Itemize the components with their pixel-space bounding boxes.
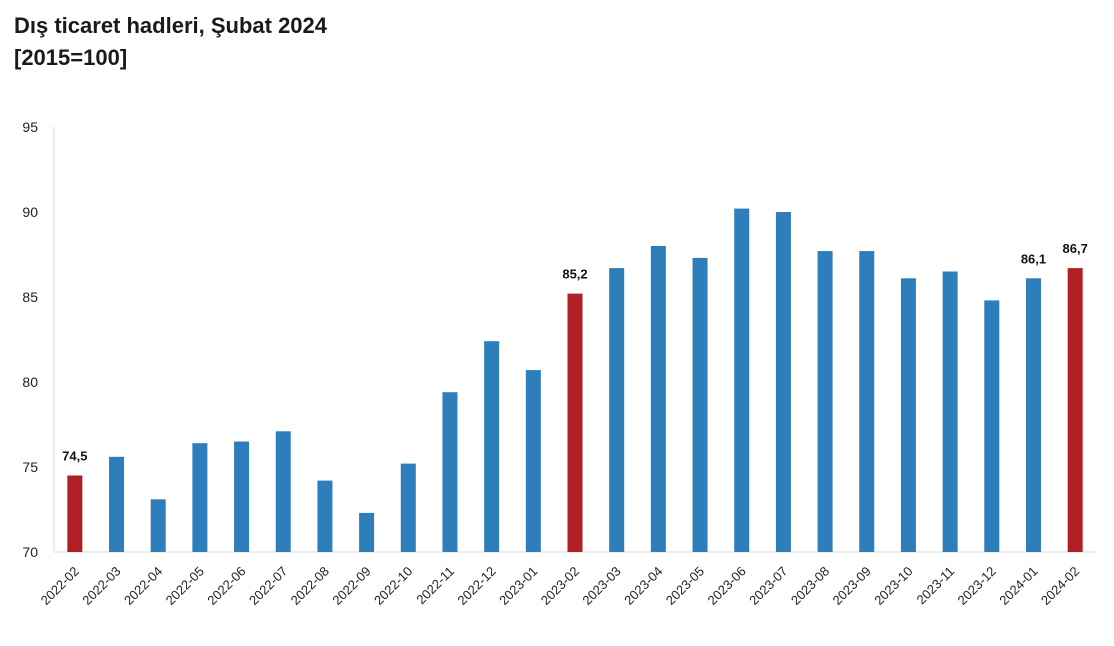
x-tick-label: 2022-02 <box>38 564 82 608</box>
x-tick-label: 2024-01 <box>996 564 1040 608</box>
chart-subtitle: [2015=100] <box>14 45 128 70</box>
bar-2023-04 <box>650 246 666 552</box>
bar-2023-10 <box>900 278 916 552</box>
bar-2022-07 <box>275 431 291 552</box>
x-tick-label: 2022-10 <box>371 564 415 608</box>
chart-title-block: Dış ticaret hadleri, Şubat 2024 [2015=10… <box>14 10 327 74</box>
y-tick-label: 95 <box>22 119 38 135</box>
x-tick-label: 2023-04 <box>621 564 665 608</box>
bar-2023-02 <box>567 293 583 552</box>
bar-2022-02 <box>67 475 83 552</box>
x-tick-label: 2023-10 <box>871 564 915 608</box>
x-tick-label: 2023-08 <box>788 564 832 608</box>
bar-2022-12 <box>484 341 500 552</box>
x-tick-label: 2023-11 <box>914 564 958 608</box>
x-tick-label: 2022-06 <box>204 564 248 608</box>
x-tick-label: 2024-02 <box>1038 564 1082 608</box>
x-tick-label: 2023-05 <box>663 564 707 608</box>
bar-2023-03 <box>609 268 625 552</box>
bar-2024-01 <box>1025 278 1041 552</box>
x-axis-ticks: 2022-022022-032022-042022-052022-062022-… <box>38 564 1083 608</box>
data-label-2022-02: 74,5 <box>62 449 87 464</box>
x-tick-label: 2023-12 <box>955 564 999 608</box>
bar-2022-06 <box>234 441 250 552</box>
x-tick-label: 2023-02 <box>538 564 582 608</box>
y-tick-label: 75 <box>22 459 38 475</box>
x-tick-label: 2023-07 <box>746 564 790 608</box>
bar-2022-04 <box>150 499 166 552</box>
y-tick-label: 80 <box>22 374 38 390</box>
bar-2024-02 <box>1067 268 1083 552</box>
data-label-2023-02: 85,2 <box>562 267 587 282</box>
bar-2022-11 <box>442 392 458 552</box>
x-tick-label: 2022-11 <box>413 564 457 608</box>
bar-2022-08 <box>317 480 333 552</box>
x-tick-label: 2022-12 <box>454 564 498 608</box>
x-tick-label: 2023-01 <box>496 564 540 608</box>
x-tick-label: 2022-07 <box>246 564 290 608</box>
y-tick-label: 70 <box>22 544 38 560</box>
chart-title: Dış ticaret hadleri, Şubat 2024 <box>14 13 328 38</box>
x-tick-label: 2022-09 <box>329 564 373 608</box>
data-labels: 74,5 85,2 86,1 86,7 <box>62 241 1088 463</box>
bar-2022-05 <box>192 443 208 552</box>
bar-2023-08 <box>817 251 833 552</box>
x-tick-label: 2023-03 <box>579 564 623 608</box>
y-tick-label: 85 <box>22 289 38 305</box>
bar-2023-09 <box>859 251 875 552</box>
bars <box>67 208 1083 552</box>
data-label-2024-02: 86,7 <box>1063 241 1088 256</box>
y-tick-label: 90 <box>22 204 38 220</box>
data-label-2024-01: 86,1 <box>1021 251 1046 266</box>
x-tick-label: 2023-06 <box>704 564 748 608</box>
x-tick-label: 2022-04 <box>121 564 165 608</box>
x-tick-label: 2023-09 <box>830 564 874 608</box>
bar-2023-01 <box>525 370 541 552</box>
x-tick-label: 2022-08 <box>288 564 332 608</box>
y-axis-ticks: 70 75 80 85 90 95 <box>22 119 38 560</box>
bar-2023-07 <box>775 212 791 552</box>
bar-2022-03 <box>109 456 125 552</box>
bar-2022-10 <box>400 463 416 552</box>
bar-2023-11 <box>942 271 958 552</box>
bar-2023-06 <box>734 208 750 552</box>
bar-2023-05 <box>692 257 708 552</box>
bar-2022-09 <box>359 512 375 552</box>
x-tick-label: 2022-03 <box>79 564 123 608</box>
bar-2023-12 <box>984 300 1000 552</box>
x-tick-label: 2022-05 <box>163 564 207 608</box>
